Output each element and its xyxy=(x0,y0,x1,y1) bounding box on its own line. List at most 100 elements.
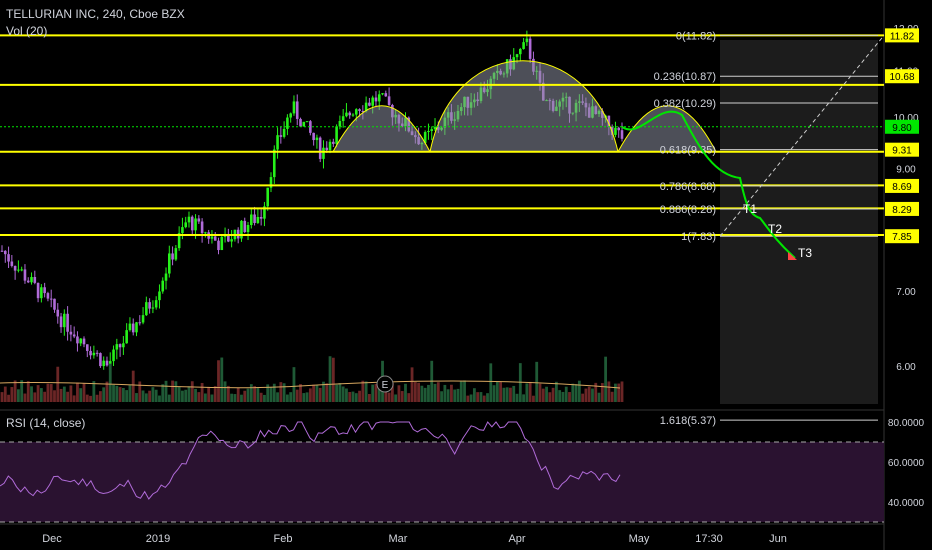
candle xyxy=(272,149,276,178)
volume-bar xyxy=(574,384,578,402)
rsi-tick-label: 60.0000 xyxy=(888,458,925,469)
candle xyxy=(220,236,224,251)
volume-bar xyxy=(610,391,614,402)
volume-bar xyxy=(174,381,178,402)
candle xyxy=(36,282,40,299)
candle xyxy=(20,269,23,271)
candle xyxy=(190,216,194,231)
volume-bar xyxy=(95,394,99,402)
volume-bar xyxy=(581,393,585,402)
volume-bar xyxy=(7,394,10,402)
volume-bar xyxy=(407,393,411,402)
volume-bar xyxy=(538,383,542,402)
candle xyxy=(131,323,135,333)
volume-bar xyxy=(479,392,483,402)
volume-bar xyxy=(253,386,256,402)
candle xyxy=(292,101,296,114)
volume-bar xyxy=(30,386,33,402)
volume-bar xyxy=(532,395,535,402)
volume-bar xyxy=(36,385,40,402)
volume-bar xyxy=(554,381,558,402)
candle xyxy=(286,117,289,129)
x-tick-label: Feb xyxy=(274,533,293,545)
volume-bar xyxy=(620,381,624,402)
target-arrow xyxy=(788,252,797,260)
target-label: T2 xyxy=(768,222,782,236)
volume-bar xyxy=(499,382,503,402)
y-tick-label: 6.00 xyxy=(896,362,916,373)
volume-bar xyxy=(528,381,532,402)
candle xyxy=(49,298,53,300)
volume-bar xyxy=(102,387,106,402)
candle xyxy=(341,116,345,121)
price-tag xyxy=(885,201,919,216)
volume-bar xyxy=(368,394,371,402)
candle xyxy=(105,360,109,366)
candle xyxy=(184,222,188,228)
price-tag-label: 7.85 xyxy=(892,232,912,243)
candle xyxy=(154,300,158,308)
candle xyxy=(128,323,132,331)
volume-bar xyxy=(272,383,276,402)
volume-bar xyxy=(545,386,548,402)
candle xyxy=(607,115,611,127)
candle xyxy=(614,127,617,135)
x-tick-label: Apr xyxy=(508,533,525,545)
volume-bar xyxy=(512,385,516,402)
candle xyxy=(69,331,73,335)
volume-bar xyxy=(400,391,404,402)
candle xyxy=(118,344,122,348)
price-tag xyxy=(885,178,919,193)
candle xyxy=(309,121,312,133)
volume-bar xyxy=(423,387,427,402)
volume-bar xyxy=(184,389,188,402)
volume-bar xyxy=(148,390,152,402)
volume-bar xyxy=(564,386,568,402)
volume-bar xyxy=(108,363,112,402)
price-tag-label: 8.29 xyxy=(892,205,912,216)
volume-bar xyxy=(295,389,299,402)
candle xyxy=(213,236,217,241)
candle xyxy=(89,350,92,356)
candle xyxy=(266,187,270,207)
candle xyxy=(72,334,76,337)
candle xyxy=(217,240,220,251)
candle xyxy=(305,121,309,123)
volume-bar xyxy=(62,386,66,402)
volume-bar xyxy=(82,383,86,402)
candle xyxy=(7,254,10,262)
left-shoulder-shape xyxy=(332,105,431,153)
volume-indicator-label[interactable]: Vol (20) xyxy=(6,24,48,38)
volume-bar xyxy=(502,387,506,402)
volume-bar xyxy=(522,394,525,402)
volume-bar xyxy=(115,385,119,402)
symbol-title[interactable]: TELLURIAN INC, 240, Cboe BZX xyxy=(6,7,185,21)
volume-bar xyxy=(348,391,352,402)
candle xyxy=(246,225,250,233)
volume-bar xyxy=(361,380,365,402)
volume-bar xyxy=(489,363,493,402)
volume-bar xyxy=(259,392,263,402)
volume-bar xyxy=(128,385,132,402)
candle xyxy=(312,132,315,141)
rsi-indicator-label[interactable]: RSI (14, close) xyxy=(6,416,86,430)
volume-bar xyxy=(144,393,148,402)
volume-bar xyxy=(161,384,165,402)
volume-bar xyxy=(440,391,443,402)
volume-bar xyxy=(131,370,135,402)
volume-bar xyxy=(450,384,453,402)
candle xyxy=(82,338,86,345)
candle xyxy=(92,352,96,356)
volume-bar xyxy=(351,391,355,402)
candle xyxy=(141,315,145,323)
candle xyxy=(135,322,138,333)
candle xyxy=(528,38,532,59)
volume-bar xyxy=(318,387,322,402)
volume-bar xyxy=(138,381,142,402)
candle xyxy=(263,206,266,219)
volume-bar xyxy=(3,386,7,402)
candle xyxy=(194,218,197,231)
volume-bar xyxy=(53,390,56,402)
candle xyxy=(515,54,519,58)
